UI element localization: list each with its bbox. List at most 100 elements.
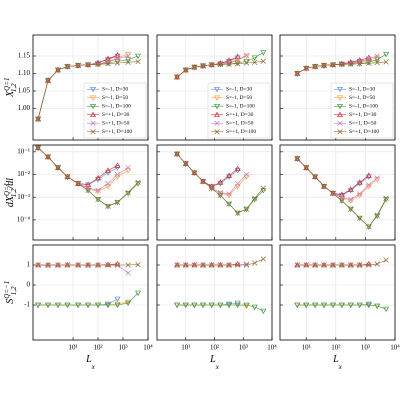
legend-marker [337, 129, 343, 135]
x-tick-label: 10³ [361, 344, 370, 352]
data-point [356, 181, 363, 187]
data-point [303, 65, 309, 71]
data-point [75, 180, 82, 186]
data-point [85, 262, 91, 268]
data-point [125, 300, 132, 307]
series-line [177, 304, 264, 312]
data-point [114, 162, 121, 168]
data-point [125, 299, 132, 306]
data-point [191, 64, 198, 70]
y-tick-label: 1.15 [18, 52, 31, 60]
legend-marker [214, 86, 220, 93]
data-point [174, 302, 181, 309]
axes-frame [156, 244, 273, 341]
data-point [243, 60, 250, 66]
data-point [235, 262, 241, 268]
data-point [174, 150, 181, 157]
label-sub: x [338, 363, 343, 371]
plot-area [280, 245, 395, 340]
x-tick-label: 10² [331, 344, 340, 352]
label-tail: /dl [5, 178, 16, 190]
data-point [366, 224, 372, 230]
data-point [125, 168, 132, 174]
data-point [55, 165, 61, 171]
data-point [235, 180, 241, 187]
data-point [191, 302, 198, 309]
data-point [321, 183, 328, 189]
data-point [366, 56, 372, 62]
legend-label: S=-1, D=50 [226, 95, 252, 101]
data-point [357, 215, 363, 221]
data-point [95, 174, 102, 181]
data-point [374, 60, 380, 66]
data-point [45, 77, 52, 83]
data-point [85, 62, 91, 68]
data-point [55, 67, 61, 73]
data-point [243, 171, 250, 178]
data-point [312, 173, 319, 179]
legend-box [207, 82, 271, 139]
data-point [347, 302, 354, 309]
data-point [135, 179, 141, 186]
data-point [114, 171, 121, 178]
data-point [200, 178, 206, 184]
series-line [297, 304, 387, 310]
data-point [135, 53, 142, 60]
data-point [104, 302, 111, 309]
data-point [208, 302, 215, 309]
data-point [114, 60, 121, 66]
data-point [357, 262, 363, 268]
x-tick-label: 10¹ [68, 344, 77, 352]
data-point [75, 262, 81, 268]
x-tick-label: 10² [93, 344, 102, 352]
data-point [374, 212, 380, 218]
data-point [366, 60, 372, 66]
data-point [312, 302, 319, 309]
y-tick-label: 1.10 [18, 69, 31, 77]
data-point [260, 50, 267, 56]
legend-marker [90, 120, 96, 126]
data-point [55, 262, 61, 268]
data-point [209, 62, 215, 68]
data-point [114, 199, 121, 205]
data-point [226, 172, 233, 178]
data-point [226, 201, 232, 207]
data-point [35, 145, 41, 151]
data-point [294, 156, 300, 162]
data-point [125, 59, 131, 65]
data-point [329, 302, 336, 309]
x-tick-label: 10³ [239, 344, 248, 352]
legend-label: S=-1, D=30 [349, 87, 375, 93]
y-tick-label: 10⁻⁴ [17, 216, 31, 224]
data-point [294, 262, 300, 268]
data-point [357, 58, 363, 65]
data-point [312, 262, 318, 268]
legend-box [83, 82, 147, 139]
y-tick-label: 10⁻¹ [17, 147, 30, 155]
legend-label: S=+1, D=30 [226, 112, 254, 118]
data-point [366, 182, 372, 188]
data-point [135, 58, 141, 65]
data-point [217, 61, 224, 68]
legend-marker [337, 95, 343, 101]
data-point [321, 62, 327, 69]
data-point [125, 165, 131, 171]
axes-frame [279, 34, 396, 141]
axis-label: dXQ=11,2/dl [3, 178, 18, 207]
series-line [38, 292, 139, 306]
label-sub: x [215, 363, 220, 371]
data-point [85, 187, 91, 194]
data-point [312, 174, 318, 180]
data-point [374, 57, 381, 63]
legend-marker [90, 86, 96, 93]
data-point [383, 306, 390, 313]
data-point [252, 195, 258, 201]
data-point [339, 262, 345, 268]
legend-label: S=-1, D=30 [102, 87, 128, 93]
data-point [64, 262, 71, 268]
label-sub: 1,2 [10, 83, 18, 92]
data-point [45, 153, 52, 160]
plot-area [33, 245, 148, 340]
